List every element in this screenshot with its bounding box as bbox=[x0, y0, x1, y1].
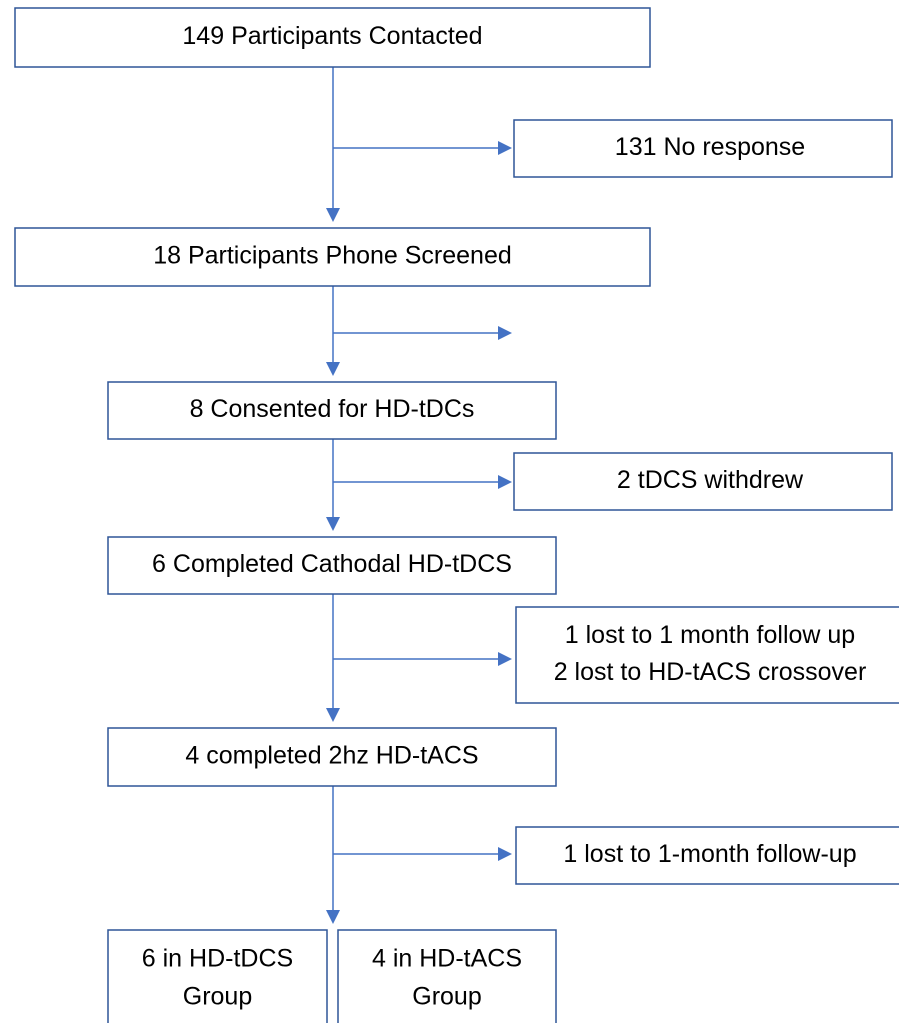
group-box bbox=[337, 929, 557, 1023]
node-text: 149 Participants Contacted bbox=[182, 22, 482, 50]
arrowhead bbox=[326, 708, 340, 722]
arrowhead bbox=[498, 847, 512, 861]
node-text: 8 Consented for HD-tDCs bbox=[190, 395, 475, 423]
node bbox=[107, 381, 557, 440]
group-text: 6 in HD-tDCS bbox=[142, 945, 293, 973]
node bbox=[14, 227, 651, 287]
group-text: 4 in HD-tACS bbox=[372, 945, 522, 973]
exclusion-text: 1 lost to 1-month follow-up bbox=[563, 840, 856, 868]
node bbox=[14, 7, 651, 68]
node-text: 6 Completed Cathodal HD-tDCS bbox=[152, 550, 512, 578]
arrowhead bbox=[326, 208, 340, 222]
group-box bbox=[107, 929, 328, 1023]
node-text: 18 Participants Phone Screened bbox=[153, 242, 512, 270]
exclusion-box bbox=[515, 826, 899, 885]
group-text: Group bbox=[183, 983, 252, 1011]
exclusion-text: 2 lost to HD-tACS crossover bbox=[554, 658, 867, 686]
arrowhead bbox=[498, 652, 512, 666]
node bbox=[107, 727, 557, 787]
node bbox=[107, 536, 557, 595]
group-text: Group bbox=[412, 983, 481, 1011]
exclusion-text: 131 No response bbox=[615, 133, 805, 161]
arrowhead bbox=[326, 910, 340, 924]
exclusion-text: 2 tDCS withdrew bbox=[617, 466, 804, 494]
arrowhead bbox=[326, 362, 340, 376]
node-text: 4 completed 2hz HD-tACS bbox=[185, 742, 478, 770]
exclusion-box bbox=[515, 606, 899, 704]
arrowhead bbox=[498, 326, 512, 340]
arrowhead bbox=[498, 475, 512, 489]
exclusion-box bbox=[513, 452, 893, 511]
exclusion-box bbox=[513, 119, 893, 178]
exclusion-text: 1 lost to 1 month follow up bbox=[565, 621, 855, 649]
arrowhead bbox=[498, 141, 512, 155]
arrowhead bbox=[326, 517, 340, 531]
